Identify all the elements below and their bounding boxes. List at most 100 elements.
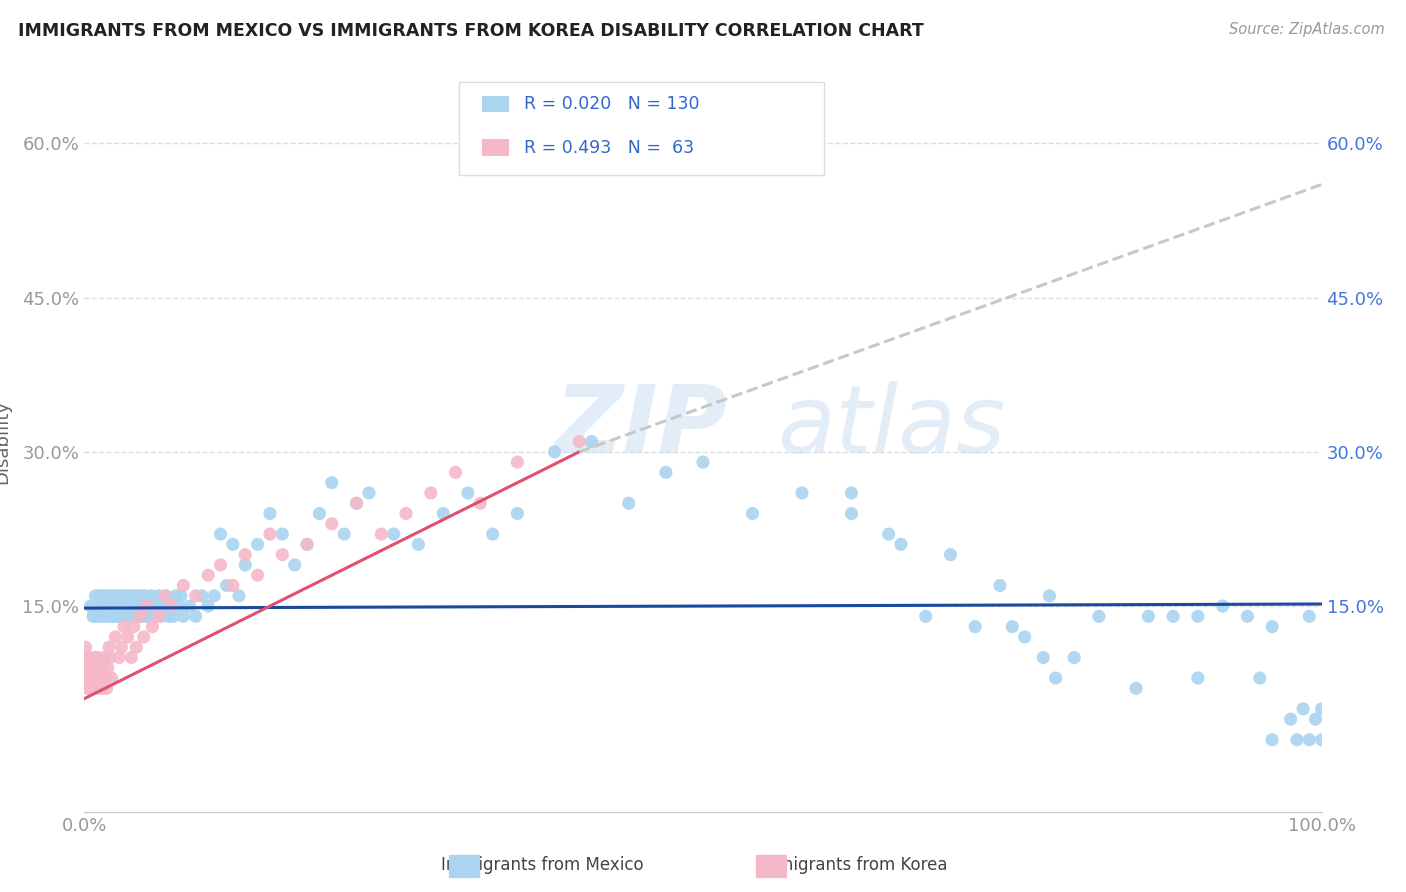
Point	[148, 589, 170, 603]
Point	[131, 609, 153, 624]
Point	[89, 589, 111, 603]
Point	[172, 578, 194, 592]
Point	[1310, 732, 1333, 747]
Point	[506, 455, 529, 469]
Point	[284, 558, 307, 572]
Point	[112, 589, 135, 603]
Point	[135, 609, 157, 624]
Point	[91, 661, 114, 675]
Point	[630, 146, 652, 161]
Point	[100, 599, 122, 613]
Point	[295, 537, 318, 551]
Point	[1187, 609, 1209, 624]
Point	[184, 609, 207, 624]
Point	[122, 599, 145, 613]
Point	[877, 527, 900, 541]
Point	[75, 640, 97, 655]
Point	[100, 671, 122, 685]
Point	[965, 620, 987, 634]
Point	[145, 599, 167, 613]
Point	[370, 527, 392, 541]
Point	[110, 640, 132, 655]
Point	[1279, 712, 1302, 726]
Point	[127, 599, 149, 613]
Point	[209, 558, 232, 572]
Point	[1088, 609, 1111, 624]
Point	[233, 548, 256, 562]
Point	[86, 661, 108, 675]
Point	[655, 466, 678, 480]
Point	[79, 681, 101, 696]
Point	[94, 671, 117, 685]
Point	[1161, 609, 1184, 624]
Point	[152, 599, 174, 613]
Point	[86, 599, 108, 613]
Point	[408, 537, 430, 551]
Point	[122, 620, 145, 634]
Text: Source: ZipAtlas.com: Source: ZipAtlas.com	[1229, 22, 1385, 37]
Point	[118, 609, 141, 624]
Point	[382, 527, 405, 541]
Point	[333, 527, 356, 541]
Point	[259, 507, 281, 521]
Point	[890, 537, 912, 551]
Point	[97, 661, 120, 675]
Point	[1001, 620, 1024, 634]
Point	[104, 609, 127, 624]
FancyBboxPatch shape	[481, 139, 509, 156]
Point	[83, 599, 105, 613]
Point	[357, 486, 380, 500]
Point	[790, 486, 813, 500]
Point	[76, 681, 98, 696]
Point	[89, 671, 111, 685]
Point	[117, 589, 139, 603]
Point	[1298, 732, 1320, 747]
Point	[444, 466, 467, 480]
Point	[112, 620, 135, 634]
Point	[259, 527, 281, 541]
Point	[87, 650, 110, 665]
Point	[346, 496, 368, 510]
Point	[73, 661, 96, 675]
Point	[202, 589, 225, 603]
Point	[581, 434, 603, 449]
Point	[84, 671, 107, 685]
Point	[184, 589, 207, 603]
Point	[77, 650, 100, 665]
Point	[73, 650, 96, 665]
Point	[617, 496, 640, 510]
Point	[222, 578, 245, 592]
Point	[295, 537, 318, 551]
Point	[84, 589, 107, 603]
Point	[543, 445, 565, 459]
Point	[470, 496, 492, 510]
Point	[692, 455, 714, 469]
Point	[741, 507, 763, 521]
Point	[1063, 650, 1085, 665]
Point	[76, 661, 98, 675]
Point	[841, 486, 863, 500]
Point	[79, 661, 101, 675]
Text: Immigrants from Korea: Immigrants from Korea	[755, 856, 948, 874]
Point	[568, 434, 591, 449]
FancyBboxPatch shape	[460, 82, 824, 175]
Point	[132, 599, 155, 613]
Point	[98, 609, 121, 624]
Point	[129, 589, 152, 603]
Point	[82, 609, 104, 624]
Point	[1292, 702, 1315, 716]
Point	[114, 609, 136, 624]
Point	[138, 599, 160, 613]
Point	[89, 661, 111, 675]
Point	[98, 599, 121, 613]
Point	[939, 548, 962, 562]
Point	[79, 599, 101, 613]
Point	[120, 609, 142, 624]
Point	[82, 661, 104, 675]
Point	[222, 537, 245, 551]
Point	[96, 681, 118, 696]
Point	[1137, 609, 1160, 624]
Point	[346, 496, 368, 510]
Point	[1261, 732, 1284, 747]
Point	[101, 609, 124, 624]
